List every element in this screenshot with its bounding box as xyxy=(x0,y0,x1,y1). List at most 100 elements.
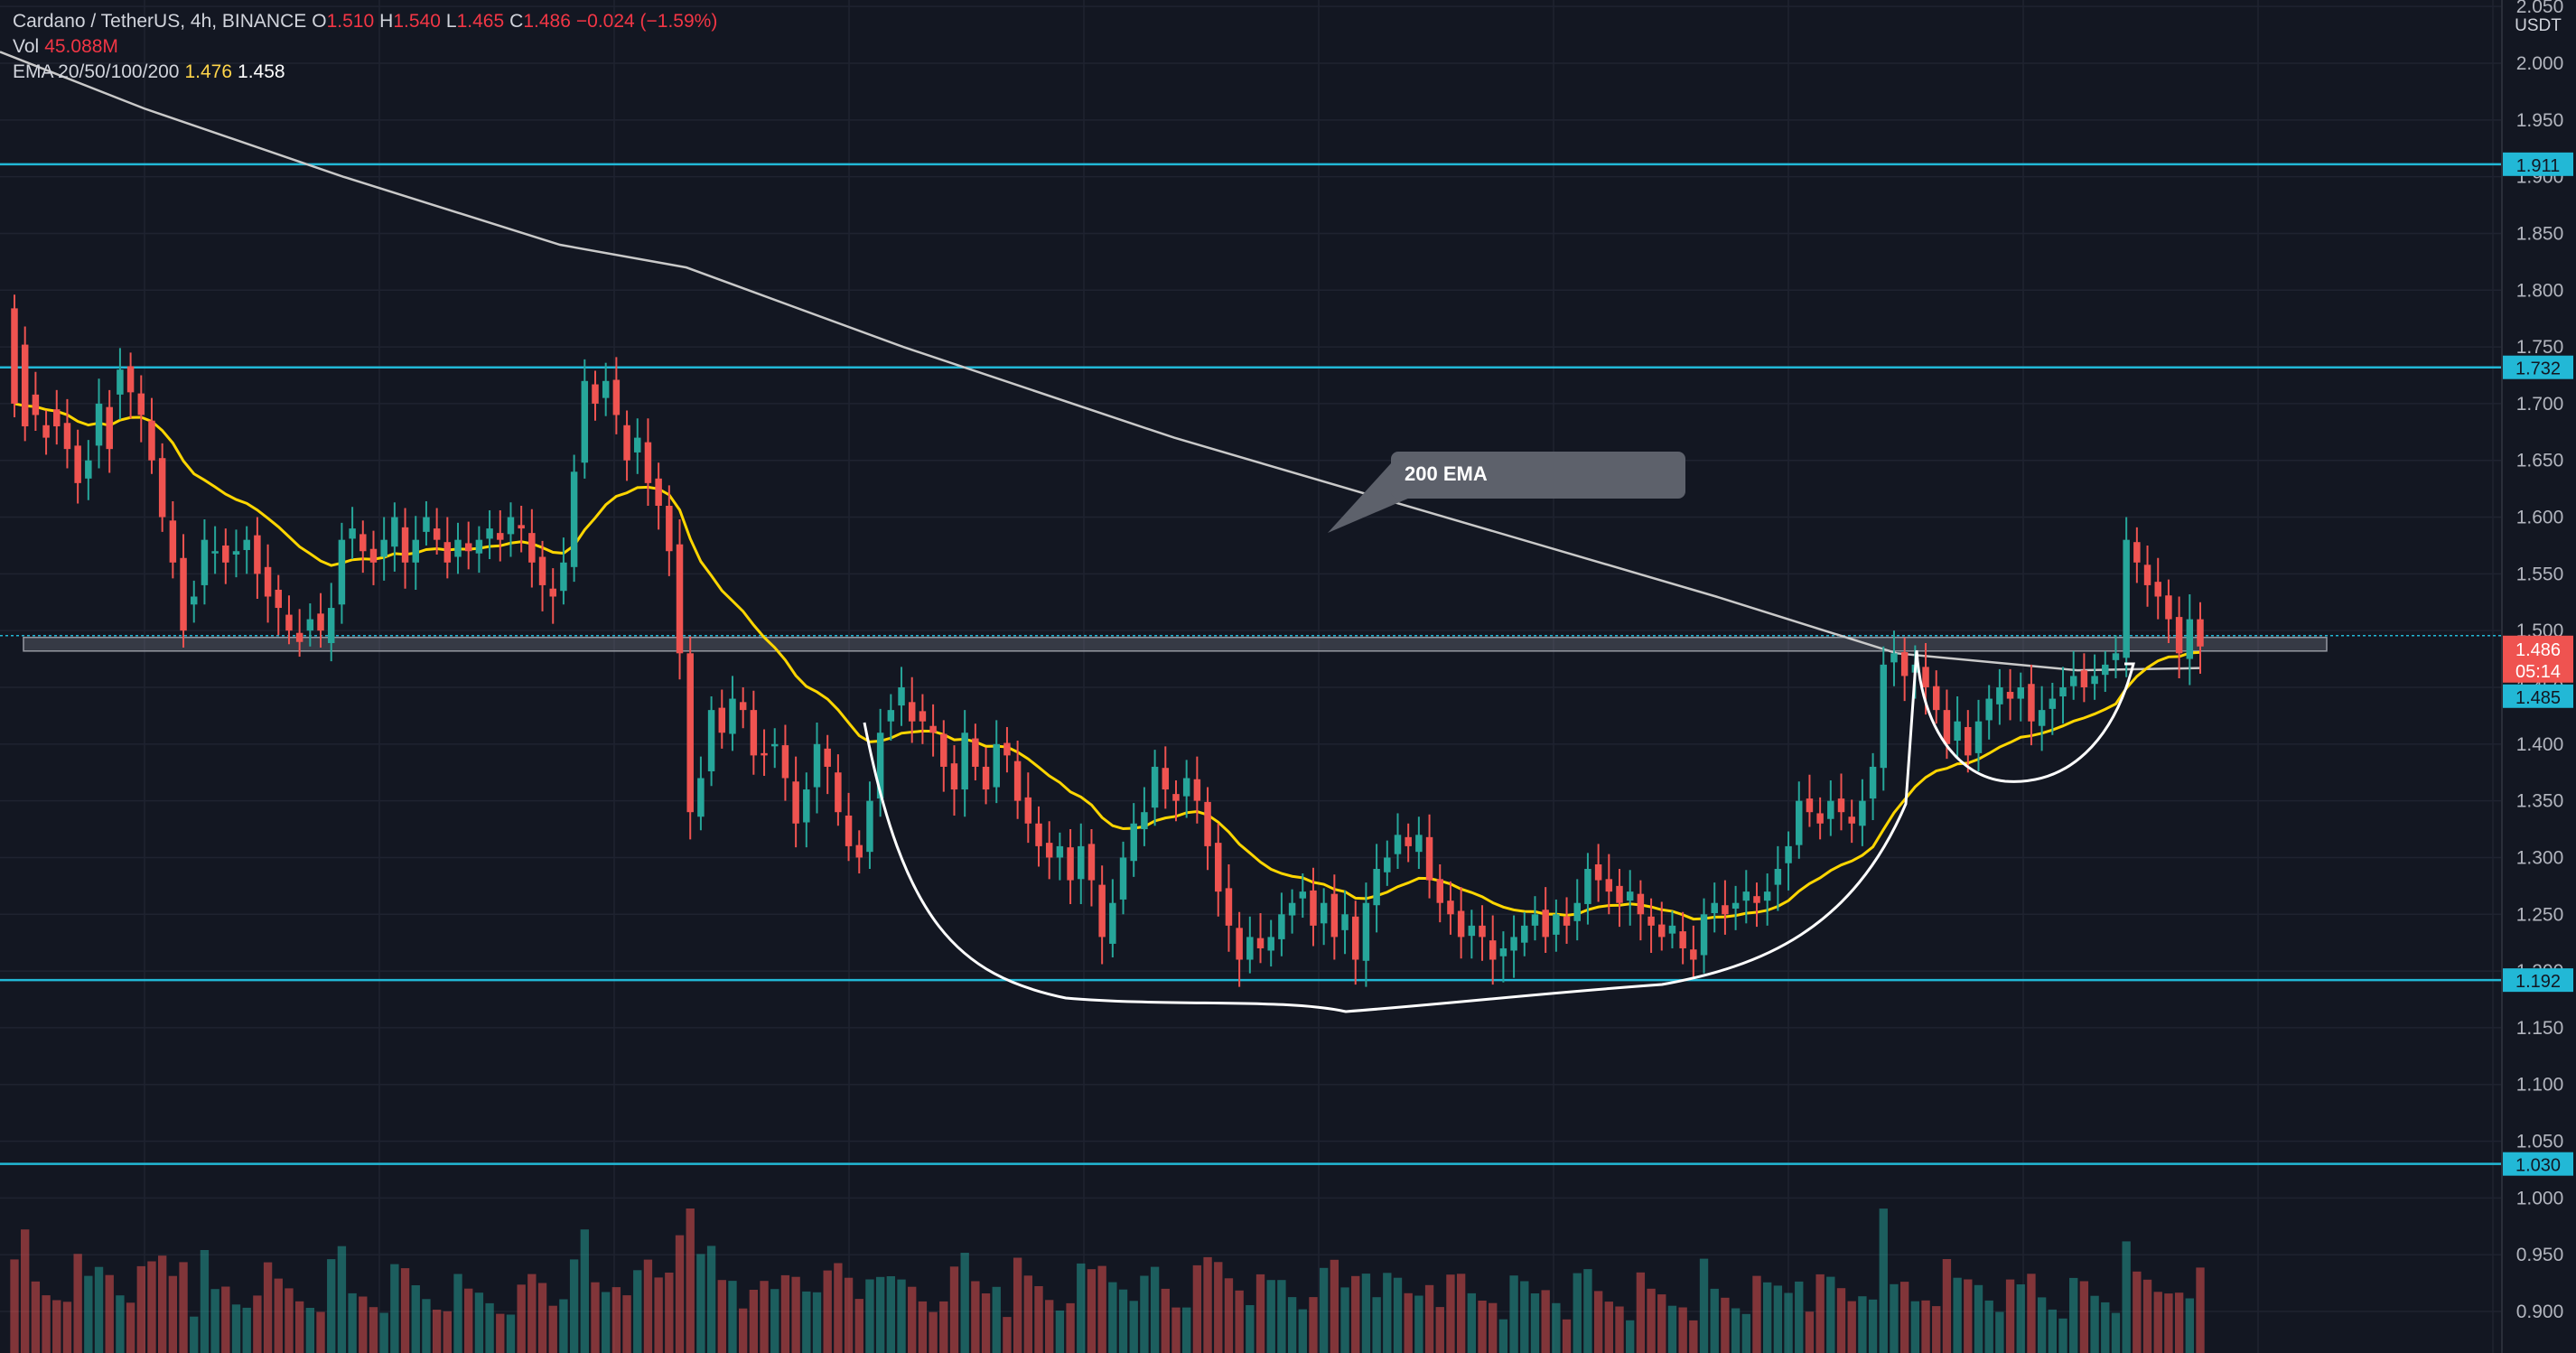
candle-body xyxy=(1890,653,1898,663)
candle-body xyxy=(1013,760,1022,801)
candle-body xyxy=(707,710,715,771)
candle-body xyxy=(1024,797,1032,824)
ohlc-open: 1.510 xyxy=(326,11,375,32)
volume-bar xyxy=(780,1274,790,1353)
volume-label: Vol xyxy=(13,36,40,57)
candle-body xyxy=(1679,931,1686,948)
candle-body xyxy=(538,556,546,585)
volume-bar xyxy=(1330,1259,1339,1353)
ema-value-200: 1.458 xyxy=(238,61,285,82)
candle-body xyxy=(1236,928,1243,960)
candle-body xyxy=(2028,684,2035,722)
candle-body xyxy=(1510,937,1517,951)
candle-body xyxy=(1763,891,1771,901)
volume-bar xyxy=(2016,1284,2025,1353)
candle-body xyxy=(887,710,895,722)
volume-bar xyxy=(1467,1292,1477,1353)
volume-bar xyxy=(2164,1293,2173,1353)
volume-bar xyxy=(327,1259,336,1353)
candle-body xyxy=(1806,798,1814,813)
candle-body xyxy=(781,745,789,779)
candle-body xyxy=(2038,710,2046,726)
ohlc-open-label: O xyxy=(312,11,327,32)
ohlc-low: 1.465 xyxy=(456,11,505,32)
horizontal-levels xyxy=(0,163,2502,1165)
axis-unit: USDT xyxy=(2515,16,2562,35)
candle-body xyxy=(1880,664,1888,769)
price-change: −0.024 (−1.59%) xyxy=(575,11,718,32)
candle-body xyxy=(1996,687,2003,704)
volume-bar xyxy=(1984,1300,1993,1353)
candle-body xyxy=(1151,766,1159,808)
volume-bar xyxy=(1203,1256,1212,1353)
ema-200-line xyxy=(0,51,2201,672)
candle-body xyxy=(1974,721,1983,753)
candle-body xyxy=(2154,582,2161,597)
volume-bar xyxy=(908,1286,917,1353)
volume-bar xyxy=(359,1296,368,1353)
candle-body xyxy=(866,800,873,853)
candle-body xyxy=(718,707,726,733)
candle-body xyxy=(612,379,621,415)
candle-body xyxy=(1563,916,1571,926)
volume-bar xyxy=(2101,1302,2110,1353)
volume-bar xyxy=(1942,1259,1952,1353)
candle-body xyxy=(1405,836,1412,846)
candle-body xyxy=(317,613,324,631)
symbol-title[interactable]: Cardano / TetherUS, 4h, BINANCE xyxy=(13,11,307,32)
volume-bar xyxy=(1255,1274,1265,1353)
candle-body xyxy=(961,732,968,790)
legend-ema-row[interactable]: EMA 20/50/100/200 1.476 1.458 xyxy=(13,60,717,85)
volume-bar xyxy=(548,1305,557,1353)
candle-body xyxy=(950,763,958,790)
volume-bar xyxy=(52,1300,61,1353)
candle-body xyxy=(475,539,483,554)
volume-bar xyxy=(1224,1278,1234,1353)
volume-bar xyxy=(1055,1311,1065,1353)
candle-body xyxy=(1246,937,1254,960)
volume-bar xyxy=(1805,1311,1815,1353)
candle-body xyxy=(1837,798,1845,813)
candle-body xyxy=(1078,845,1085,880)
volume-bar xyxy=(1319,1267,1329,1353)
volume-bar xyxy=(485,1302,494,1353)
volume-bar xyxy=(1667,1305,1677,1353)
candle-body xyxy=(1985,698,1993,721)
volume-bar xyxy=(1478,1301,1487,1353)
volume-bar xyxy=(1087,1269,1097,1353)
volume-bar xyxy=(2185,1298,2194,1353)
candle-body xyxy=(338,539,346,605)
volume-bar xyxy=(253,1295,262,1353)
volume-bar xyxy=(126,1302,135,1353)
volume-bar xyxy=(10,1259,19,1353)
candle-body xyxy=(1785,845,1792,863)
volume-bar xyxy=(2037,1297,2047,1353)
candle-body xyxy=(1288,902,1296,916)
candle-body xyxy=(327,608,335,644)
candle-body xyxy=(1700,914,1708,956)
cup-curve xyxy=(863,649,1918,1013)
candle-body xyxy=(443,542,452,563)
legend-volume-row[interactable]: Vol 45.088M xyxy=(13,34,717,60)
candle-body xyxy=(919,711,927,722)
candle-body xyxy=(201,539,209,585)
candle-body xyxy=(1542,910,1549,938)
candle-body xyxy=(2102,664,2109,676)
volume-bar xyxy=(971,1281,980,1353)
candle-body xyxy=(876,732,884,799)
legend-symbol-row[interactable]: Cardano / TetherUS, 4h, BINANCE O 1.510 H… xyxy=(13,9,717,34)
candle-body xyxy=(845,815,853,846)
volume-bar xyxy=(1795,1281,1804,1353)
volume-bar xyxy=(316,1311,325,1353)
volume-bar xyxy=(537,1283,547,1353)
volume-bar xyxy=(1604,1302,1613,1353)
volume-bar xyxy=(1836,1288,1846,1353)
candle-body xyxy=(1087,844,1096,881)
candle-body xyxy=(1130,823,1137,862)
volume-bar xyxy=(1034,1286,1043,1353)
volume-bar xyxy=(2122,1241,2131,1353)
candle-body xyxy=(528,533,536,563)
